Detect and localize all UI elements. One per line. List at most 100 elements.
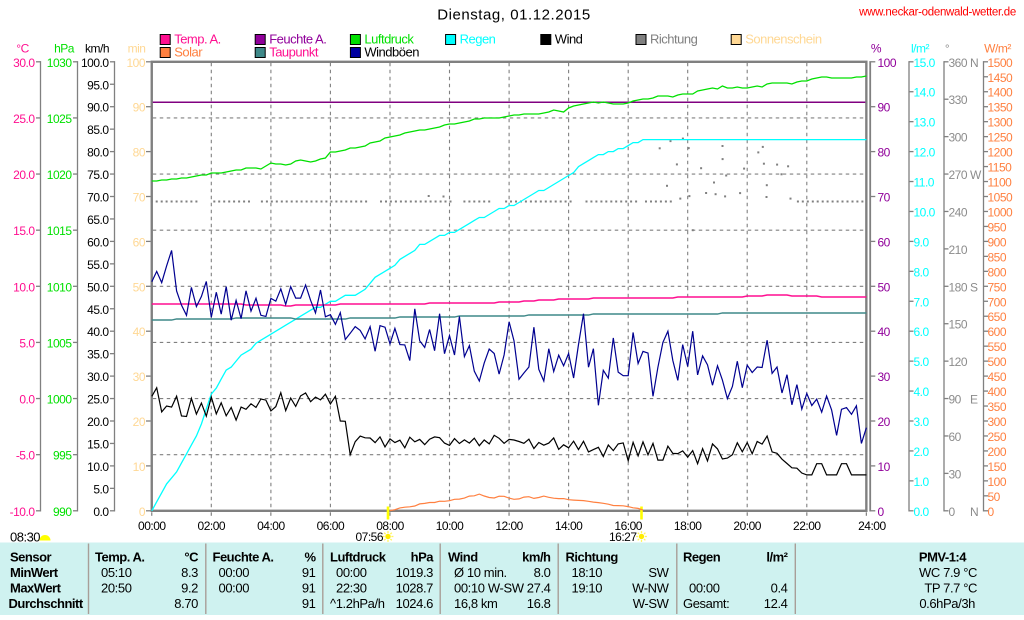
- svg-text:500: 500: [988, 355, 1007, 369]
- svg-text:10.0: 10.0: [914, 205, 936, 219]
- svg-text:1030: 1030: [47, 56, 73, 70]
- svg-text:3.0: 3.0: [914, 415, 930, 429]
- svg-text:00:10: 00:10: [454, 581, 485, 596]
- svg-text:1500: 1500: [988, 56, 1014, 70]
- svg-text:900: 900: [988, 235, 1007, 249]
- svg-text:20.0: 20.0: [13, 168, 35, 182]
- svg-text:55.0: 55.0: [87, 258, 109, 272]
- svg-text:60.0: 60.0: [87, 235, 109, 249]
- svg-text:1005: 1005: [47, 336, 73, 350]
- svg-text:30: 30: [878, 370, 891, 384]
- svg-text:Richtung: Richtung: [566, 550, 619, 565]
- svg-text:40: 40: [878, 325, 891, 339]
- svg-text:Regen: Regen: [683, 550, 721, 565]
- svg-text:95.0: 95.0: [87, 78, 109, 92]
- svg-text:240: 240: [949, 205, 968, 219]
- svg-text:°C: °C: [16, 42, 29, 56]
- svg-text:24:00: 24:00: [858, 519, 886, 533]
- svg-text:40.0: 40.0: [87, 325, 109, 339]
- svg-text:00:00: 00:00: [219, 581, 250, 596]
- svg-text:12.0: 12.0: [914, 146, 936, 160]
- svg-text:950: 950: [988, 220, 1007, 234]
- svg-text:450: 450: [988, 370, 1007, 384]
- svg-text:91: 91: [302, 565, 316, 580]
- svg-text:W/m²: W/m²: [984, 42, 1011, 56]
- svg-text:30: 30: [949, 467, 962, 481]
- svg-text:50: 50: [988, 490, 1001, 504]
- svg-text:W-NW: W-NW: [632, 581, 670, 596]
- svg-text:65.0: 65.0: [87, 213, 109, 227]
- svg-text:-10.0: -10.0: [10, 505, 36, 519]
- svg-text:18:00: 18:00: [674, 519, 702, 533]
- svg-text:45.0: 45.0: [87, 303, 109, 317]
- svg-text:Feuchte A.: Feuchte A.: [269, 32, 326, 47]
- svg-text:N: N: [970, 56, 978, 70]
- svg-text:330: 330: [949, 93, 968, 107]
- svg-text:22:00: 22:00: [793, 519, 821, 533]
- svg-text:11.0: 11.0: [914, 176, 935, 190]
- svg-text:1400: 1400: [988, 86, 1014, 100]
- svg-text:16,8 km: 16,8 km: [454, 596, 497, 611]
- svg-text:80: 80: [133, 146, 146, 160]
- svg-text:00:00: 00:00: [219, 565, 250, 580]
- svg-text:Dienstag, 01.12.2015: Dienstag, 01.12.2015: [437, 7, 591, 24]
- svg-text:%: %: [871, 42, 882, 56]
- svg-text:100: 100: [878, 56, 897, 70]
- svg-text:0.6hPa/3h: 0.6hPa/3h: [919, 596, 975, 611]
- svg-text:550: 550: [988, 340, 1007, 354]
- svg-text:10: 10: [878, 460, 891, 474]
- svg-text:5.0: 5.0: [914, 355, 930, 369]
- svg-text:06:00: 06:00: [317, 519, 345, 533]
- svg-text:km/h: km/h: [522, 550, 551, 565]
- svg-text:1450: 1450: [988, 71, 1014, 85]
- svg-text:07:56: 07:56: [355, 530, 383, 544]
- svg-text:Richtung: Richtung: [650, 32, 698, 47]
- svg-text:km/h: km/h: [85, 42, 109, 56]
- svg-text:7.0: 7.0: [914, 295, 930, 309]
- svg-text:W: W: [970, 168, 982, 182]
- svg-text:20: 20: [878, 415, 891, 429]
- svg-text:20:00: 20:00: [733, 519, 761, 533]
- svg-text:40: 40: [133, 325, 146, 339]
- svg-text:15.0: 15.0: [87, 437, 109, 451]
- svg-text:00:00: 00:00: [336, 565, 367, 580]
- svg-text:MinWert: MinWert: [10, 565, 59, 580]
- svg-text:www.neckar-odenwald-wetter.de: www.neckar-odenwald-wetter.de: [858, 7, 1016, 19]
- svg-text:WC 7.9 °C: WC 7.9 °C: [919, 565, 977, 580]
- svg-text:70.0: 70.0: [87, 191, 109, 205]
- svg-text:PMV-1:4: PMV-1:4: [919, 550, 967, 565]
- svg-text:Durchschnitt: Durchschnitt: [9, 596, 84, 611]
- svg-text:90: 90: [949, 393, 962, 407]
- svg-text:60: 60: [133, 235, 146, 249]
- svg-text:00:00: 00:00: [138, 519, 166, 533]
- svg-text:Taupunkt: Taupunkt: [269, 45, 319, 60]
- svg-text:9.0: 9.0: [914, 235, 930, 249]
- svg-text:1250: 1250: [988, 131, 1014, 145]
- svg-text:600: 600: [988, 325, 1007, 339]
- svg-text:-5.0: -5.0: [16, 449, 36, 463]
- svg-text:1150: 1150: [988, 161, 1013, 175]
- svg-text:1024.6: 1024.6: [396, 596, 434, 611]
- svg-text:N: N: [970, 505, 978, 519]
- svg-text:1015: 1015: [47, 224, 73, 238]
- svg-text:Ø 10 min.: Ø 10 min.: [454, 565, 507, 580]
- svg-text:1019.3: 1019.3: [396, 565, 434, 580]
- svg-text:0: 0: [988, 505, 995, 519]
- svg-text:990: 990: [53, 505, 72, 519]
- svg-text:Temp. A.: Temp. A.: [95, 550, 144, 565]
- svg-text:85.0: 85.0: [87, 123, 109, 137]
- svg-text:100: 100: [988, 475, 1007, 489]
- svg-text:Sonnenschein: Sonnenschein: [745, 32, 822, 47]
- svg-text:8.0: 8.0: [914, 265, 930, 279]
- svg-text:200: 200: [988, 445, 1007, 459]
- svg-text:10:00: 10:00: [436, 519, 464, 533]
- svg-text:l/m²: l/m²: [911, 42, 929, 56]
- svg-text:12:00: 12:00: [495, 519, 523, 533]
- svg-text:300: 300: [988, 415, 1007, 429]
- svg-text:TP 7.7 °C: TP 7.7 °C: [924, 581, 977, 596]
- svg-text:SW: SW: [648, 565, 669, 580]
- svg-text:25.0: 25.0: [13, 112, 35, 126]
- svg-text:700: 700: [988, 295, 1007, 309]
- svg-text:6.0: 6.0: [914, 325, 930, 339]
- svg-text:S: S: [970, 280, 978, 294]
